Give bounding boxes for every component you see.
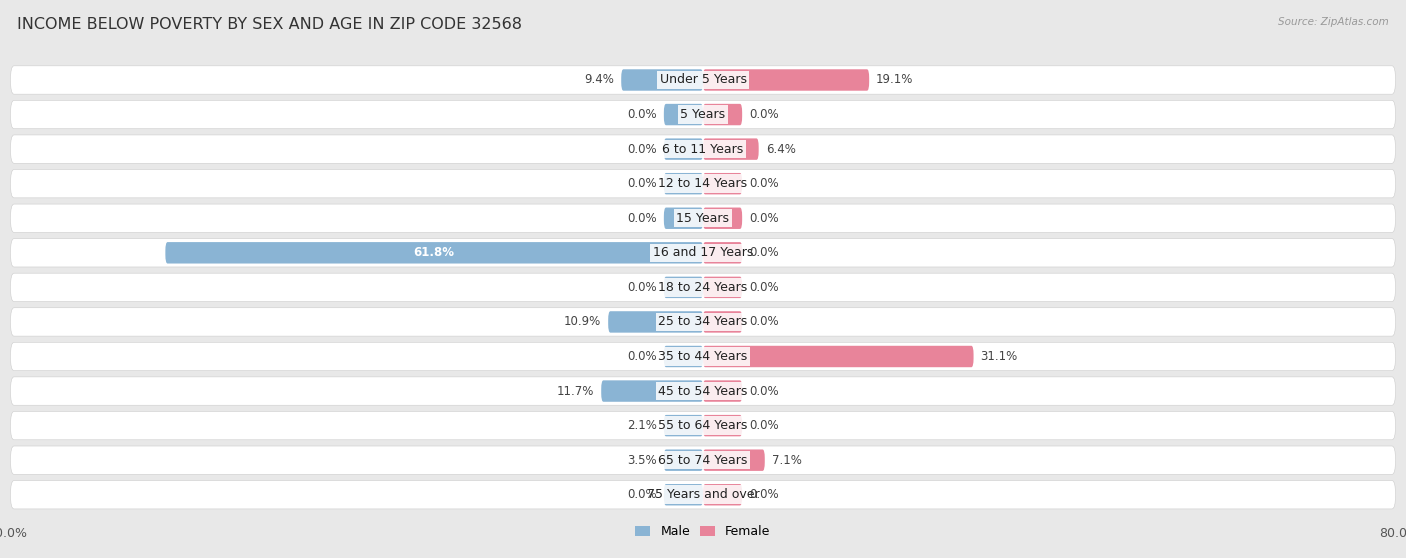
Text: 12 to 14 Years: 12 to 14 Years bbox=[658, 177, 748, 190]
FancyBboxPatch shape bbox=[703, 346, 973, 367]
FancyBboxPatch shape bbox=[703, 277, 742, 298]
Text: 61.8%: 61.8% bbox=[413, 246, 454, 259]
Text: 15 Years: 15 Years bbox=[676, 211, 730, 225]
Text: 6.4%: 6.4% bbox=[766, 143, 796, 156]
Text: 7.1%: 7.1% bbox=[772, 454, 801, 466]
Text: 0.0%: 0.0% bbox=[749, 211, 779, 225]
FancyBboxPatch shape bbox=[621, 69, 703, 91]
Text: 5 Years: 5 Years bbox=[681, 108, 725, 121]
FancyBboxPatch shape bbox=[703, 381, 742, 402]
Text: 0.0%: 0.0% bbox=[749, 177, 779, 190]
Text: 0.0%: 0.0% bbox=[627, 177, 657, 190]
FancyBboxPatch shape bbox=[10, 411, 1396, 440]
Text: 0.0%: 0.0% bbox=[749, 281, 779, 294]
FancyBboxPatch shape bbox=[703, 484, 742, 506]
FancyBboxPatch shape bbox=[166, 242, 703, 263]
Text: INCOME BELOW POVERTY BY SEX AND AGE IN ZIP CODE 32568: INCOME BELOW POVERTY BY SEX AND AGE IN Z… bbox=[17, 17, 522, 32]
Text: 9.4%: 9.4% bbox=[585, 74, 614, 86]
Text: 25 to 34 Years: 25 to 34 Years bbox=[658, 315, 748, 329]
Text: 0.0%: 0.0% bbox=[627, 211, 657, 225]
FancyBboxPatch shape bbox=[664, 415, 703, 436]
Text: 31.1%: 31.1% bbox=[980, 350, 1018, 363]
FancyBboxPatch shape bbox=[664, 208, 703, 229]
Text: 0.0%: 0.0% bbox=[749, 108, 779, 121]
FancyBboxPatch shape bbox=[703, 450, 765, 471]
Text: 0.0%: 0.0% bbox=[627, 488, 657, 501]
Text: 0.0%: 0.0% bbox=[749, 419, 779, 432]
Text: 0.0%: 0.0% bbox=[749, 315, 779, 329]
Text: 75 Years and over: 75 Years and over bbox=[647, 488, 759, 501]
FancyBboxPatch shape bbox=[10, 446, 1396, 474]
Text: 0.0%: 0.0% bbox=[627, 350, 657, 363]
FancyBboxPatch shape bbox=[10, 100, 1396, 129]
Text: 16 and 17 Years: 16 and 17 Years bbox=[652, 246, 754, 259]
Text: 0.0%: 0.0% bbox=[627, 143, 657, 156]
FancyBboxPatch shape bbox=[664, 484, 703, 506]
Text: 6 to 11 Years: 6 to 11 Years bbox=[662, 143, 744, 156]
FancyBboxPatch shape bbox=[10, 273, 1396, 301]
Text: 19.1%: 19.1% bbox=[876, 74, 914, 86]
FancyBboxPatch shape bbox=[664, 173, 703, 194]
FancyBboxPatch shape bbox=[664, 104, 703, 126]
FancyBboxPatch shape bbox=[10, 480, 1396, 509]
FancyBboxPatch shape bbox=[10, 66, 1396, 94]
FancyBboxPatch shape bbox=[664, 138, 703, 160]
FancyBboxPatch shape bbox=[609, 311, 703, 333]
FancyBboxPatch shape bbox=[703, 173, 742, 194]
FancyBboxPatch shape bbox=[703, 138, 759, 160]
FancyBboxPatch shape bbox=[664, 277, 703, 298]
FancyBboxPatch shape bbox=[10, 204, 1396, 233]
FancyBboxPatch shape bbox=[703, 104, 742, 126]
Text: 0.0%: 0.0% bbox=[627, 108, 657, 121]
Text: 35 to 44 Years: 35 to 44 Years bbox=[658, 350, 748, 363]
Text: 10.9%: 10.9% bbox=[564, 315, 602, 329]
Text: 55 to 64 Years: 55 to 64 Years bbox=[658, 419, 748, 432]
Text: Source: ZipAtlas.com: Source: ZipAtlas.com bbox=[1278, 17, 1389, 27]
FancyBboxPatch shape bbox=[10, 170, 1396, 198]
FancyBboxPatch shape bbox=[703, 311, 742, 333]
Text: Under 5 Years: Under 5 Years bbox=[659, 74, 747, 86]
Text: 45 to 54 Years: 45 to 54 Years bbox=[658, 384, 748, 397]
FancyBboxPatch shape bbox=[703, 69, 869, 91]
Text: 0.0%: 0.0% bbox=[749, 246, 779, 259]
Text: 2.1%: 2.1% bbox=[627, 419, 657, 432]
FancyBboxPatch shape bbox=[10, 135, 1396, 163]
FancyBboxPatch shape bbox=[664, 346, 703, 367]
FancyBboxPatch shape bbox=[10, 342, 1396, 371]
Text: 65 to 74 Years: 65 to 74 Years bbox=[658, 454, 748, 466]
FancyBboxPatch shape bbox=[703, 415, 742, 436]
Text: 3.5%: 3.5% bbox=[627, 454, 657, 466]
Text: 0.0%: 0.0% bbox=[749, 488, 779, 501]
FancyBboxPatch shape bbox=[10, 308, 1396, 336]
Text: 0.0%: 0.0% bbox=[749, 384, 779, 397]
FancyBboxPatch shape bbox=[703, 208, 742, 229]
FancyBboxPatch shape bbox=[10, 377, 1396, 405]
FancyBboxPatch shape bbox=[664, 450, 703, 471]
Text: 18 to 24 Years: 18 to 24 Years bbox=[658, 281, 748, 294]
FancyBboxPatch shape bbox=[703, 242, 742, 263]
Text: 11.7%: 11.7% bbox=[557, 384, 595, 397]
Legend: Male, Female: Male, Female bbox=[636, 525, 770, 538]
FancyBboxPatch shape bbox=[602, 381, 703, 402]
Text: 0.0%: 0.0% bbox=[627, 281, 657, 294]
FancyBboxPatch shape bbox=[10, 239, 1396, 267]
